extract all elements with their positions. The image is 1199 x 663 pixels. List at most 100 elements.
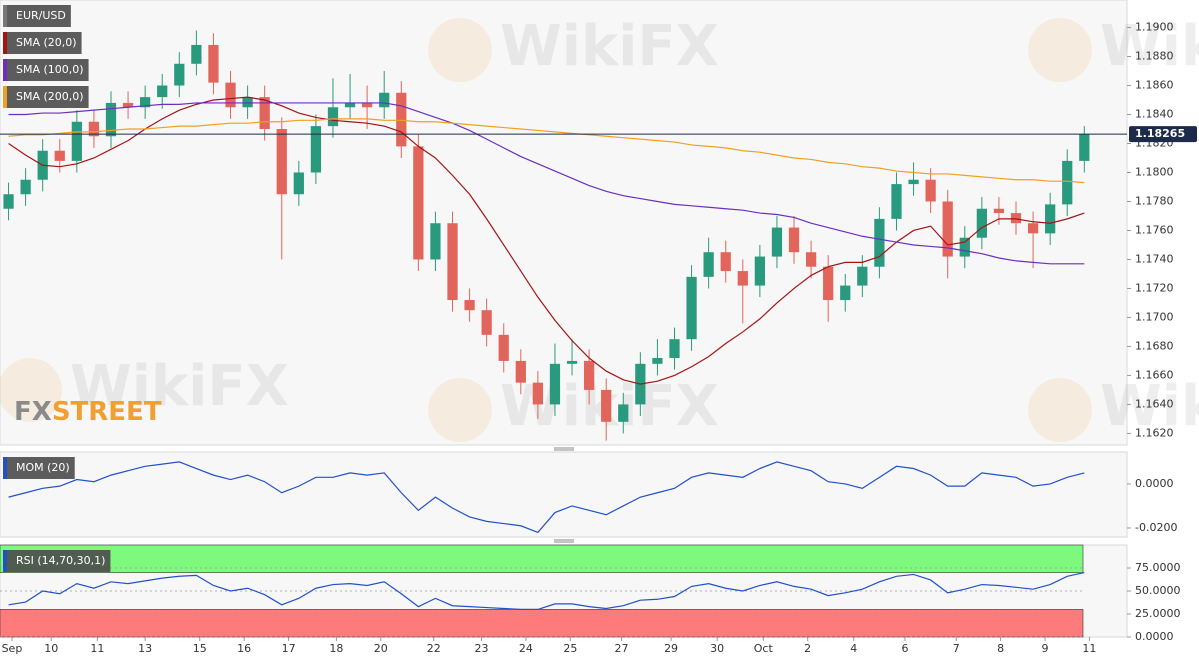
x-tick-label: 29 <box>664 642 678 655</box>
watermark: WikiFX <box>500 14 719 79</box>
legend-label: SMA (200,0) <box>16 90 84 103</box>
y-tick-label: 1.1640 <box>1135 397 1174 410</box>
y-tick-label: 1.1840 <box>1135 108 1174 121</box>
candle-body <box>942 201 953 257</box>
logo-fx: FX <box>14 397 52 427</box>
x-tick-label: 27 <box>615 642 629 655</box>
x-tick-label: 13 <box>138 642 152 655</box>
candle-body <box>1079 134 1090 161</box>
legend-box <box>3 5 71 27</box>
candle-body <box>259 97 270 130</box>
candle-body <box>1010 213 1022 224</box>
candle-body <box>618 404 629 422</box>
y-tick-label: 1.1800 <box>1135 165 1174 178</box>
candle-body <box>652 358 663 364</box>
candle-body <box>413 146 424 260</box>
y-tick-label: 1.1660 <box>1135 368 1174 381</box>
candle-body <box>601 389 612 422</box>
x-tick-label: 20 <box>374 642 388 655</box>
band <box>0 544 1084 573</box>
x-tick-label: 8 <box>997 642 1004 655</box>
candle-body <box>122 102 134 108</box>
candle-body <box>857 266 868 286</box>
watermark: WikiFX <box>1100 14 1199 79</box>
y-tick-label: 1.1620 <box>1135 426 1174 439</box>
y-tick-label: 1.1700 <box>1135 310 1174 323</box>
candle-body <box>549 363 561 405</box>
candle-body <box>498 334 509 361</box>
x-tick-label: 11 <box>1082 642 1096 655</box>
legend-swatch <box>3 457 7 479</box>
candle-body <box>157 85 168 98</box>
x-tick-label: 23 <box>475 642 489 655</box>
legend-label: SMA (100,0) <box>16 63 84 76</box>
logo: FXSTREET <box>14 397 162 427</box>
candle-body <box>583 360 595 390</box>
candle-body <box>891 184 902 219</box>
candle-body <box>344 102 356 108</box>
x-tick-label: 25 <box>563 642 577 655</box>
series-line <box>8 572 1085 610</box>
panel-background <box>0 451 1128 538</box>
x-tick-label: Sep <box>2 642 23 655</box>
candle-body <box>464 300 475 311</box>
candle-body <box>1045 204 1056 234</box>
candle-body <box>54 150 65 161</box>
candle-body <box>88 121 100 137</box>
candle-body <box>1027 223 1039 234</box>
candle-body <box>976 208 987 238</box>
x-tick-label: 4 <box>850 642 857 655</box>
candle-body <box>105 102 117 137</box>
watermark: WikiFX <box>70 354 289 419</box>
series-line <box>8 461 1085 534</box>
legend-swatch <box>3 86 7 108</box>
y-tick-label: -0.0200 <box>1135 521 1177 534</box>
candle-body <box>174 63 185 86</box>
legend-label: RSI (14,70,30,1) <box>16 554 105 567</box>
candle-body <box>447 223 458 301</box>
x-tick-label: 16 <box>237 642 251 655</box>
last-price-box <box>1129 126 1197 143</box>
y-tick-label: 1.1900 <box>1135 21 1174 34</box>
series-line <box>8 96 1085 385</box>
y-tick-label: 1.1880 <box>1135 50 1174 63</box>
candle-body <box>191 44 202 64</box>
x-tick-label: 18 <box>329 642 343 655</box>
candle-body <box>669 339 680 359</box>
legend-label: MOM (20) <box>16 461 70 474</box>
candle-body <box>720 252 731 272</box>
candle-body <box>276 129 287 195</box>
x-tick-label: 30 <box>710 642 724 655</box>
candle-body <box>925 179 936 202</box>
candle-body <box>327 107 339 127</box>
candle-body <box>293 172 304 195</box>
legend-box <box>3 32 82 54</box>
y-tick-label: 1.1720 <box>1135 281 1174 294</box>
legend-box <box>3 550 111 572</box>
candle-body <box>71 121 82 161</box>
x-tick-label: 11 <box>90 642 104 655</box>
candle-body <box>686 276 697 340</box>
panel-background <box>0 0 1128 446</box>
y-tick-label: 50.0000 <box>1135 584 1181 597</box>
legend-label: EUR/USD <box>16 9 66 22</box>
x-tick-label: 2 <box>804 642 811 655</box>
series-line <box>8 118 1085 184</box>
candle-body <box>1062 160 1073 205</box>
x-tick-label: 6 <box>902 642 909 655</box>
watermark-icon <box>1028 378 1092 442</box>
candle-body <box>242 97 253 108</box>
legend-swatch <box>3 5 7 27</box>
y-tick-label: 1.1860 <box>1135 79 1174 92</box>
candle-body <box>737 271 748 286</box>
y-tick-label: 75.0000 <box>1135 561 1181 574</box>
candle-body <box>908 179 919 185</box>
legend-box <box>3 457 75 479</box>
watermark-icon <box>1028 18 1092 82</box>
candle-body <box>481 310 492 335</box>
legend-swatch <box>3 32 7 54</box>
x-tick-label: 24 <box>519 642 533 655</box>
y-tick-label: 1.1760 <box>1135 223 1174 236</box>
candle-body <box>3 194 14 209</box>
legend-box <box>3 59 89 81</box>
